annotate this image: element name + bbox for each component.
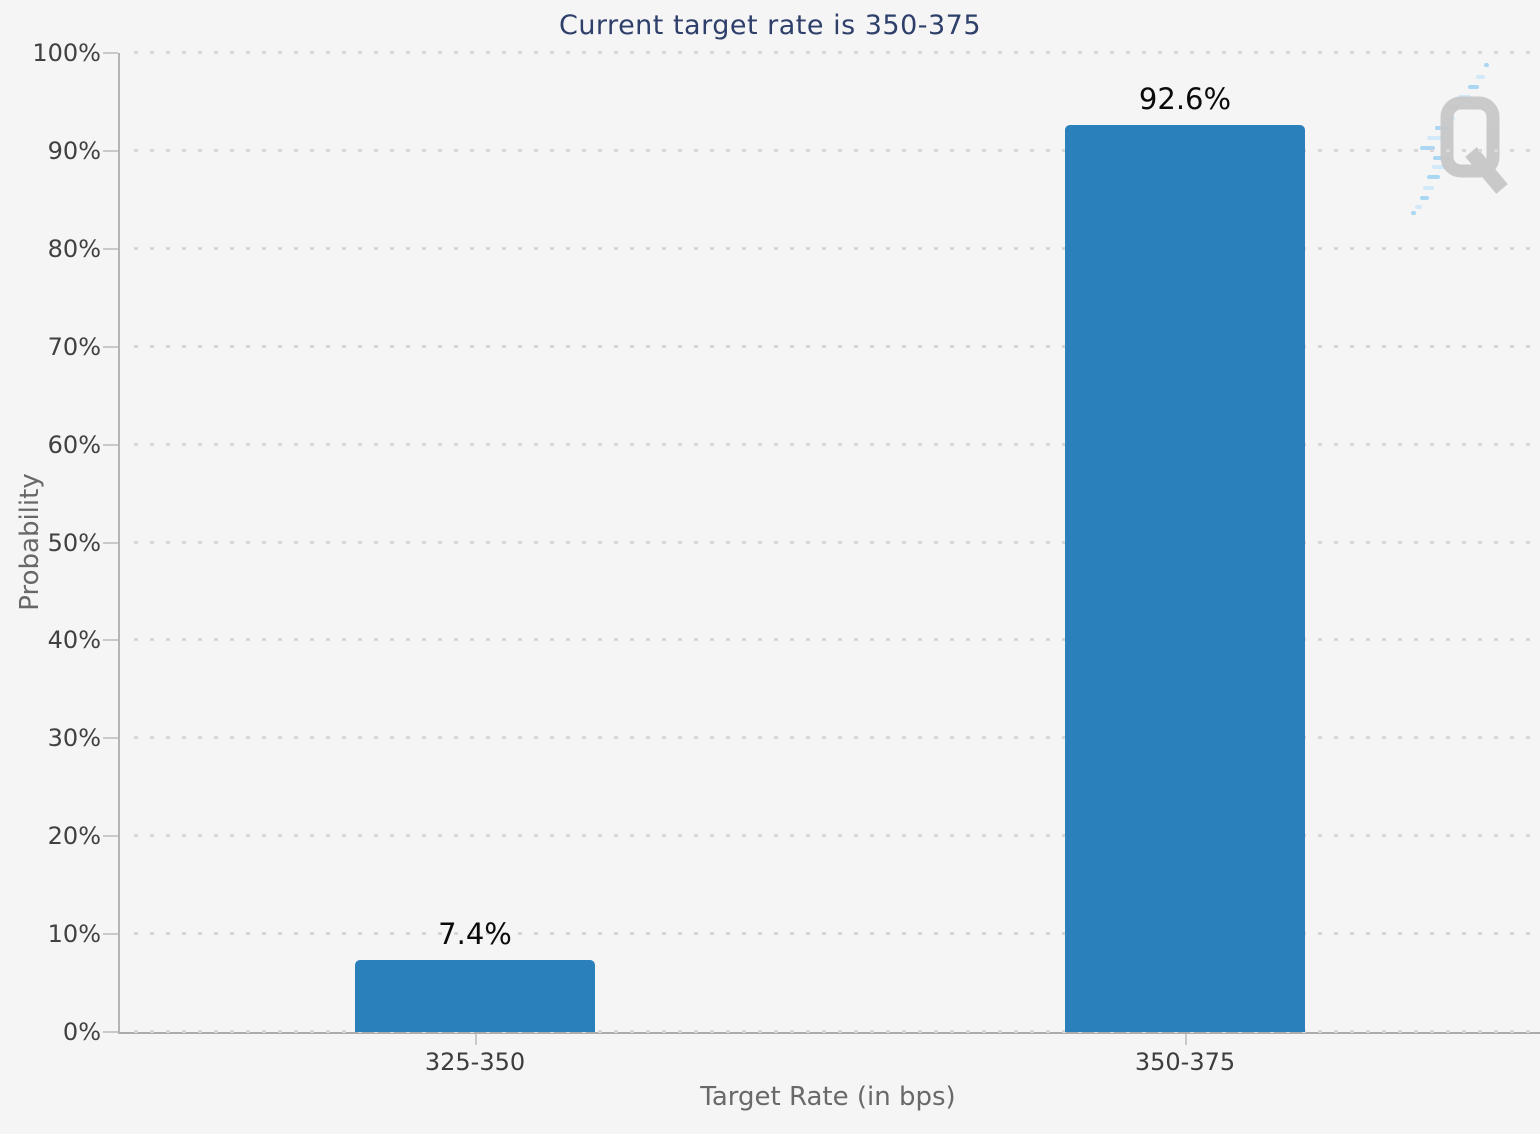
y-axis-tick-label: 70%: [47, 332, 101, 361]
y-axis-tick: [103, 247, 118, 250]
gridline: [134, 148, 1538, 152]
probability-bar: [1065, 125, 1305, 1032]
gridline: [134, 834, 1538, 838]
gridline: [134, 51, 1538, 54]
y-axis-tick: [103, 345, 118, 348]
gridline: [134, 638, 1538, 642]
category-slot: 92.6% 350-375: [830, 53, 1540, 1076]
gridline: [134, 246, 1538, 250]
bar-value-label: 7.4%: [438, 916, 512, 951]
gridline: [134, 540, 1538, 544]
gridline: [134, 932, 1538, 936]
y-axis-tick: [103, 835, 118, 838]
gridline: [134, 1030, 1538, 1033]
y-axis-tick-label: 0%: [62, 1018, 101, 1046]
y-axis-tick-label: 10%: [47, 920, 101, 949]
x-axis-title: Target Rate (in bps): [700, 1082, 956, 1112]
y-axis-tick-marks: [103, 52, 118, 1033]
y-axis-tick: [103, 52, 118, 54]
y-axis-tick-label: 90%: [47, 136, 101, 165]
gridline: [134, 344, 1538, 348]
y-axis-tick-label: 80%: [47, 234, 101, 263]
y-axis-tick-label: 60%: [47, 430, 101, 459]
x-axis-tick: [1185, 1034, 1187, 1045]
y-axis-tick: [103, 443, 118, 446]
bar-value-label: 92.6%: [1138, 82, 1232, 117]
y-axis-tick-label: 50%: [47, 528, 101, 557]
quikstrike-q-watermark-icon: [1411, 63, 1508, 215]
probability-bar: [355, 959, 595, 1032]
y-axis-tick-labels: 0% 10% 20% 30% 40% 50% 60% 70% 80% 90% 100%: [0, 39, 101, 1046]
plot-area: 7.4% 325-350 92.6% 350-375: [118, 51, 1540, 1076]
category-slot: 7.4% 325-350: [120, 53, 830, 1076]
y-axis-tick: [103, 149, 118, 152]
y-axis-tick: [103, 737, 118, 740]
y-axis-tick-label: 30%: [47, 724, 101, 753]
x-axis-category-label: 350-375: [1134, 1048, 1236, 1076]
gridline: [134, 736, 1538, 740]
y-axis-tick: [103, 933, 118, 936]
y-axis-tick: [103, 541, 118, 544]
gridline: [134, 442, 1538, 446]
y-axis-tick-label: 100%: [32, 39, 101, 67]
y-axis-tick-label: 40%: [47, 626, 101, 655]
chart-title: Current target rate is 350-375: [558, 10, 982, 41]
y-axis-tick-label: 20%: [47, 822, 101, 851]
x-axis-tick: [475, 1034, 477, 1045]
y-axis-tick: [103, 1031, 118, 1033]
y-axis-tick: [103, 639, 118, 642]
q-letter: [1440, 96, 1508, 194]
x-axis-category-label: 325-350: [424, 1048, 526, 1076]
